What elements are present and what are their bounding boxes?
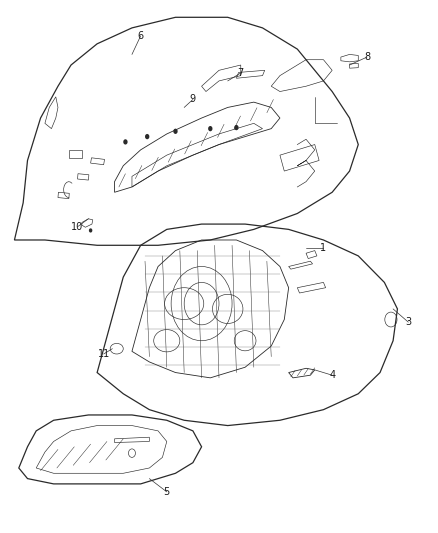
Text: 1: 1: [320, 243, 326, 253]
Circle shape: [234, 125, 239, 130]
Text: 9: 9: [190, 94, 196, 104]
Text: 10: 10: [71, 222, 84, 232]
Text: 3: 3: [405, 317, 411, 327]
Circle shape: [145, 134, 149, 139]
Circle shape: [173, 128, 178, 134]
Text: 4: 4: [329, 370, 335, 380]
Text: 6: 6: [138, 31, 144, 41]
Text: 11: 11: [98, 349, 110, 359]
Text: 7: 7: [238, 68, 244, 78]
Circle shape: [208, 126, 212, 131]
Circle shape: [89, 228, 92, 232]
Text: 5: 5: [164, 487, 170, 497]
Text: 8: 8: [364, 52, 370, 62]
Circle shape: [123, 139, 127, 144]
